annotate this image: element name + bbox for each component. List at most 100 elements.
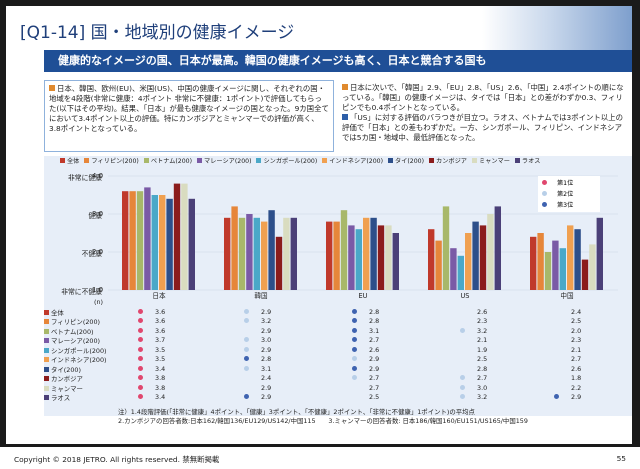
bar	[494, 206, 501, 290]
table-row: フィリピン(200) 3.6 3.2 2.8 2.3 2.5	[44, 317, 624, 327]
x-tick-label: US	[460, 292, 469, 300]
legend-item: カンボジア	[429, 158, 467, 165]
legend-label: カンボジア	[436, 158, 467, 165]
cell-value: 2.9	[571, 393, 582, 401]
bar	[435, 240, 442, 290]
table-cell: 3.8	[138, 374, 165, 382]
rank-dot-icon	[460, 375, 465, 380]
row-label: フィリピン(200)	[44, 317, 114, 326]
table-cell: 2.3	[460, 317, 487, 325]
legend-label: タイ(200)	[395, 158, 425, 165]
table-cell: 3.2	[460, 393, 487, 401]
table-cell: 2.0	[554, 327, 581, 335]
legend-label: インドネシア(200)	[329, 158, 384, 165]
series-swatch-icon	[44, 319, 49, 324]
table-cell: 2.2	[554, 384, 581, 392]
table-cell: 2.4	[554, 308, 581, 316]
table-cell: 2.3	[554, 336, 581, 344]
bar	[537, 233, 544, 290]
chart-legend: 全体 フィリピン(200) ベトナム(200) マレーシア(200) シンガポール(20…	[60, 156, 545, 165]
table-row: ラオス 3.4 2.9 2.5 3.2 2.9	[44, 393, 624, 403]
y-tick-label: 4.0	[92, 172, 104, 180]
rank-dot-icon	[554, 328, 559, 333]
table-cell: 2.9	[244, 384, 271, 392]
legend-label: 全体	[67, 158, 80, 165]
rank-dot-icon	[244, 385, 249, 390]
bar	[442, 206, 450, 290]
table-cell: 3.4	[138, 393, 165, 401]
summary-note-left: 日本、韓国、欧州(EU)、米国(US)、中国の健康イメージに関し、それぞれの国・…	[44, 80, 334, 152]
table-cell: 2.6	[460, 308, 487, 316]
cell-value: 2.9	[369, 355, 380, 363]
y-tick-label: 2.0	[92, 248, 104, 256]
cell-value: 2.5	[369, 393, 380, 401]
y-axis-label: 非常に不健康	[61, 288, 102, 296]
table-cell: 2.5	[554, 317, 581, 325]
rank-dot-icon	[244, 346, 249, 352]
rank-dot-icon	[138, 346, 143, 352]
rank-dot-icon	[244, 356, 249, 361]
cell-value: 1.9	[477, 345, 488, 354]
y-tick-label: 1.0	[92, 286, 104, 294]
rank-1-label: 第1位	[557, 180, 574, 187]
legend-label: シンガポール(200)	[263, 158, 318, 165]
n-label: (n)	[94, 298, 104, 306]
bar	[283, 217, 290, 290]
rank-dot-icon	[138, 327, 143, 333]
cell-value: 2.7	[369, 374, 380, 382]
legend-swatch-icon	[197, 158, 203, 163]
row-label: タイ(200)	[44, 365, 114, 374]
rank-dot-icon	[460, 318, 465, 323]
bar	[231, 206, 238, 290]
series-swatch-icon	[44, 366, 49, 372]
bar	[377, 225, 385, 290]
legend-swatch-icon	[60, 158, 65, 163]
footnotes: 注）1.4段階評価(「非常に健康」4ポイント、「健康」3ポイント、「不健康」2ポ…	[118, 408, 528, 426]
rank-dot-icon	[138, 365, 143, 371]
cell-value: 2.0	[571, 326, 582, 335]
row-name: ミャンマー	[51, 384, 83, 393]
rank-dot-icon	[352, 337, 357, 342]
row-name: マレーシア(200)	[51, 337, 101, 345]
cell-value: 2.1	[477, 336, 488, 344]
rank-dot-icon	[352, 365, 357, 371]
table-cell: 3.5	[138, 346, 165, 354]
table-row: シンガポール(200) 3.5 2.9 2.6 1.9 2.1	[44, 346, 624, 356]
note-left-text: 日本、韓国、欧州(EU)、米国(US)、中国の健康イメージに関し、それぞれの国・…	[49, 84, 329, 133]
bar	[428, 229, 435, 290]
table-cell: 3.1	[244, 365, 271, 373]
rank-dot-icon	[138, 337, 143, 342]
table-cell: 1.8	[554, 374, 581, 382]
cell-value: 2.8	[369, 317, 380, 325]
data-table: (n) 全体 3.6 2.9 2.8 2.6 2.4 フィリピン(200) 3.6 3.2 2.8 2…	[44, 298, 624, 403]
footnote-2: 2.カンボジアの回答者数:日本162/韓国136/EU129/US142/中国1…	[118, 417, 528, 425]
rank-dot-icon	[460, 309, 465, 314]
table-cell: 3.4	[138, 365, 165, 373]
table-row: カンボジア 3.8 2.4 2.7 2.7 1.8	[44, 374, 624, 384]
rank-dot-icon	[460, 347, 465, 352]
bar	[450, 248, 457, 290]
cell-value: 3.2	[477, 326, 488, 335]
table-cell: 2.9	[244, 327, 271, 335]
bar	[166, 198, 173, 290]
cell-value: 2.6	[369, 345, 380, 354]
rank-legend: 第1位 第2位 第3位	[538, 176, 600, 212]
y-axis-label: 非常に健康	[68, 174, 102, 182]
legend-swatch-icon	[322, 158, 328, 163]
series-swatch-icon	[44, 357, 49, 362]
legend-item: ラオス	[514, 158, 540, 165]
legend-item: インドネシア(200)	[322, 158, 383, 165]
rank-dot-icon	[138, 356, 143, 361]
row-label: ミャンマー	[44, 384, 114, 393]
bar	[246, 214, 253, 290]
legend-label: マレーシア(200)	[204, 158, 252, 165]
page-title: [Q1-14] 国・地域別の健康イメージ	[20, 23, 295, 43]
cell-value: 2.9	[261, 383, 272, 392]
cell-value: 2.1	[571, 345, 582, 354]
bar	[261, 221, 268, 290]
legend-label: ミャンマー	[478, 158, 510, 165]
cell-value: 2.3	[571, 336, 582, 344]
rank-1-dot-icon	[542, 180, 547, 185]
table-cell: 2.4	[244, 374, 271, 382]
bar	[144, 187, 151, 290]
